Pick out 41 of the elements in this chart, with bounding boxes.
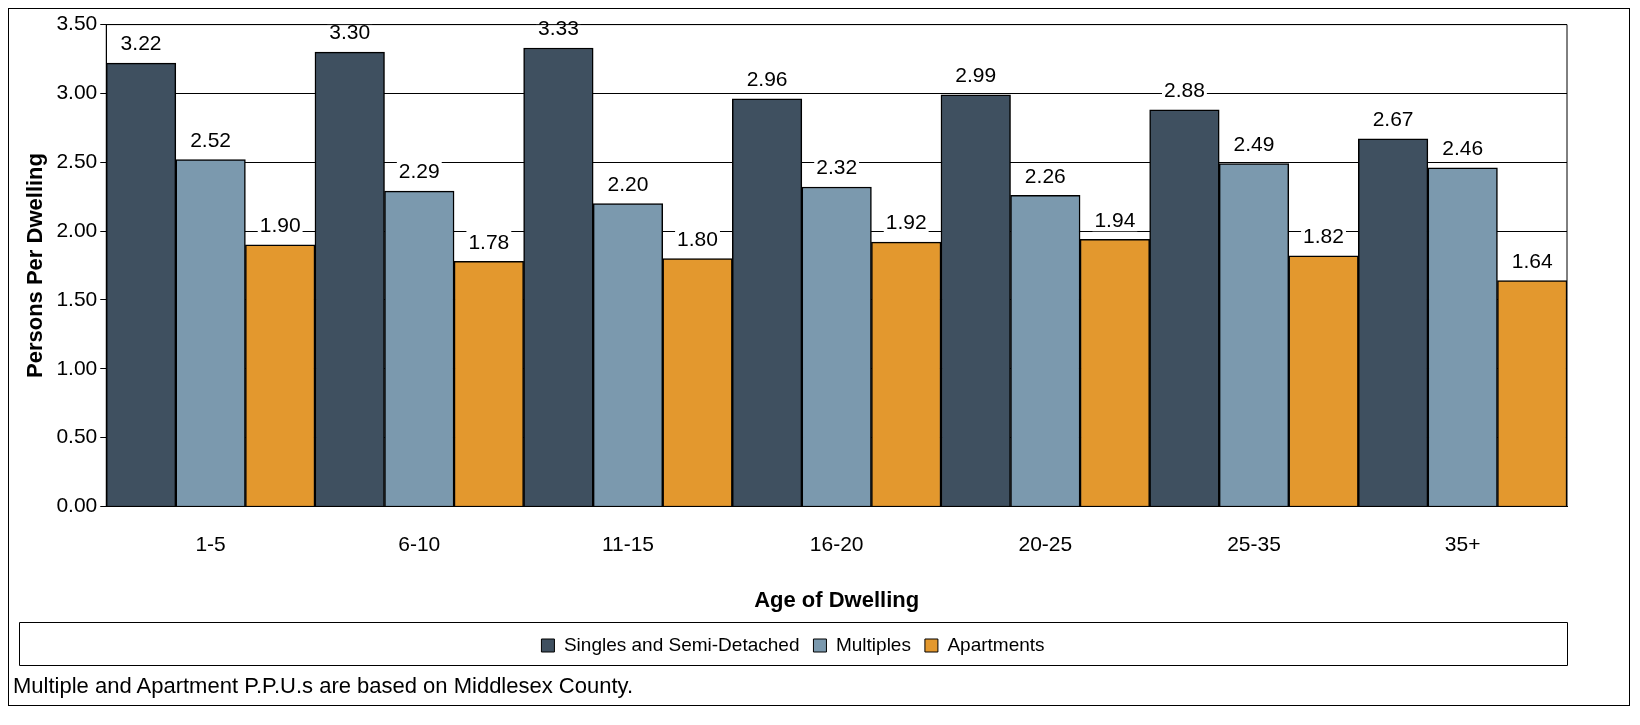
- data-label: 2.32: [816, 155, 858, 179]
- data-label: 1.80: [677, 226, 718, 250]
- x-tick-label: 16-20: [809, 531, 864, 555]
- legend-label: Apartments: [947, 633, 1045, 655]
- y-tick-label: 3.00: [56, 80, 98, 104]
- data-label: 2.26: [1024, 163, 1066, 187]
- data-label: 2.67: [1372, 107, 1414, 131]
- data-label: 2.46: [1442, 136, 1484, 160]
- x-tick-label: 6-10: [398, 531, 441, 555]
- y-tick-label: 2.50: [56, 149, 98, 173]
- text: Multiple and Apartment P.P.U.s are based on Middlesex County.: [12, 672, 635, 700]
- data-label: 2.52: [190, 127, 232, 151]
- x-tick-label: 11-15: [601, 531, 655, 555]
- y-tick-label: 3.50: [56, 11, 98, 35]
- x-tick-label: 25-35: [1227, 531, 1281, 555]
- y-tick-label: 1.00: [56, 355, 98, 379]
- data-label: 3.22: [120, 31, 162, 55]
- x-tick-label: 20-25: [1018, 531, 1073, 555]
- x-tick-label: 1-5: [195, 531, 226, 555]
- legend-label: Multiples: [835, 633, 911, 655]
- data-label: 1.64: [1511, 248, 1553, 272]
- data-label: 2.29: [398, 159, 440, 183]
- x-axis-title: Age of Dwelling: [754, 586, 920, 612]
- data-label: 1.94: [1094, 207, 1136, 231]
- data-label: 2.49: [1233, 131, 1275, 155]
- legend-label: Singles and Semi-Detached: [563, 633, 800, 655]
- data-label: 3.30: [329, 20, 371, 44]
- y-tick-label: 0.50: [56, 424, 98, 448]
- data-label: 2.20: [607, 171, 649, 195]
- x-tick-label: 35+: [1444, 531, 1481, 555]
- data-label: 1.90: [259, 213, 301, 237]
- y-tick-label: 0.00: [56, 493, 98, 517]
- data-label: 2.96: [746, 67, 788, 91]
- data-label: 1.92: [885, 210, 927, 234]
- y-tick-label: 2.00: [56, 217, 98, 241]
- data-label: 2.88: [1163, 78, 1205, 102]
- data-label: 1.82: [1303, 224, 1344, 248]
- data-label: 2.99: [955, 63, 997, 87]
- y-axis-title: Persons Per Dwelling: [22, 153, 48, 378]
- y-tick-label: 1.50: [56, 286, 98, 310]
- data-label: 1.78: [468, 229, 510, 253]
